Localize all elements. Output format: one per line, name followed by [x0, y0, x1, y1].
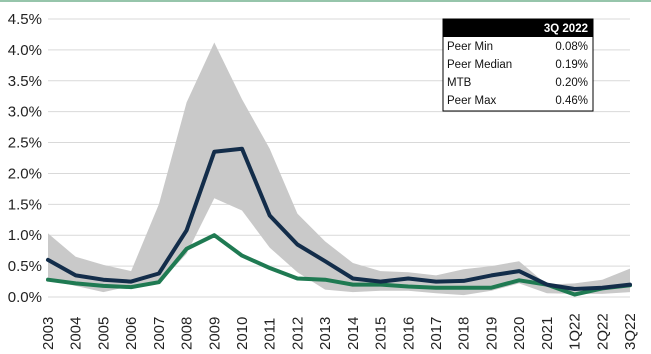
summary-row-label: MTB: [447, 77, 472, 89]
x-tick-label: 2Q22: [594, 313, 611, 350]
summary-row-label: Peer Median: [447, 59, 512, 71]
x-tick-label: 2017: [428, 317, 445, 350]
summary-box: 3Q 2022 Peer Min 0.08% Peer Median 0.19%…: [442, 18, 594, 112]
x-tick-label: 3Q22: [622, 313, 639, 350]
y-tick-label: 1.0%: [8, 227, 42, 244]
x-tick-label: 2008: [179, 317, 196, 350]
summary-box-header-bg: [443, 19, 593, 37]
x-tick-label: 2011: [262, 318, 279, 350]
y-tick-label: 3.0%: [8, 104, 42, 121]
summary-row-label: Peer Min: [447, 41, 493, 53]
x-tick-label: 2010: [234, 317, 251, 350]
series-lines: [46, 146, 632, 297]
x-tick-label: 2018: [456, 317, 473, 350]
x-tick-label: 2012: [289, 317, 306, 350]
series-line-mtb: [46, 146, 632, 291]
summary-row-value: 0.08%: [555, 41, 588, 53]
peer-range-band: [48, 42, 630, 296]
y-tick-label: 2.5%: [8, 135, 42, 152]
y-tick-label: 0.5%: [8, 258, 42, 275]
x-axis-labels: 2003 2004 2005 2006 2007 2008 2009 2010 2011 2012…: [40, 313, 639, 350]
x-tick-label: 2015: [373, 317, 390, 350]
series-line-peer-median: [46, 233, 632, 297]
y-tick-label: 4.5%: [8, 11, 42, 28]
y-tick-label: 3.5%: [8, 73, 42, 90]
y-tick-label: 2.0%: [8, 165, 42, 182]
peer-range-area: [48, 42, 630, 296]
summary-row-value: 0.46%: [555, 95, 588, 107]
x-tick-label: 2013: [317, 317, 334, 350]
x-tick-label: 2007: [151, 317, 168, 350]
x-tick-label: 2020: [511, 317, 528, 350]
summary-row-label: Peer Max: [447, 95, 496, 107]
x-tick-label: 1Q22: [567, 313, 584, 350]
y-tick-label: 0.0%: [8, 289, 42, 306]
summary-row-value: 0.19%: [555, 59, 588, 71]
x-tick-label: 2014: [345, 317, 362, 350]
x-tick-label: 2005: [95, 317, 112, 350]
y-tick-label: 4.0%: [8, 42, 42, 59]
summary-box-header: 3Q 2022: [544, 23, 588, 35]
x-tick-label: 2003: [40, 317, 57, 350]
x-tick-label: 2016: [400, 317, 417, 350]
x-tick-label: 2021: [539, 317, 556, 350]
y-tick-label: 1.5%: [8, 196, 42, 213]
summary-row-value: 0.20%: [555, 77, 588, 89]
x-tick-label: 2006: [123, 317, 140, 350]
x-tick-label: 2004: [68, 317, 85, 350]
x-tick-label: 2009: [206, 317, 223, 350]
y-axis-labels: 0.0% 0.5% 1.0% 1.5% 2.0% 2.5% 3.0% 3.5% 4.0% 4.5%: [8, 11, 42, 306]
x-tick-label: 2019: [483, 317, 500, 350]
